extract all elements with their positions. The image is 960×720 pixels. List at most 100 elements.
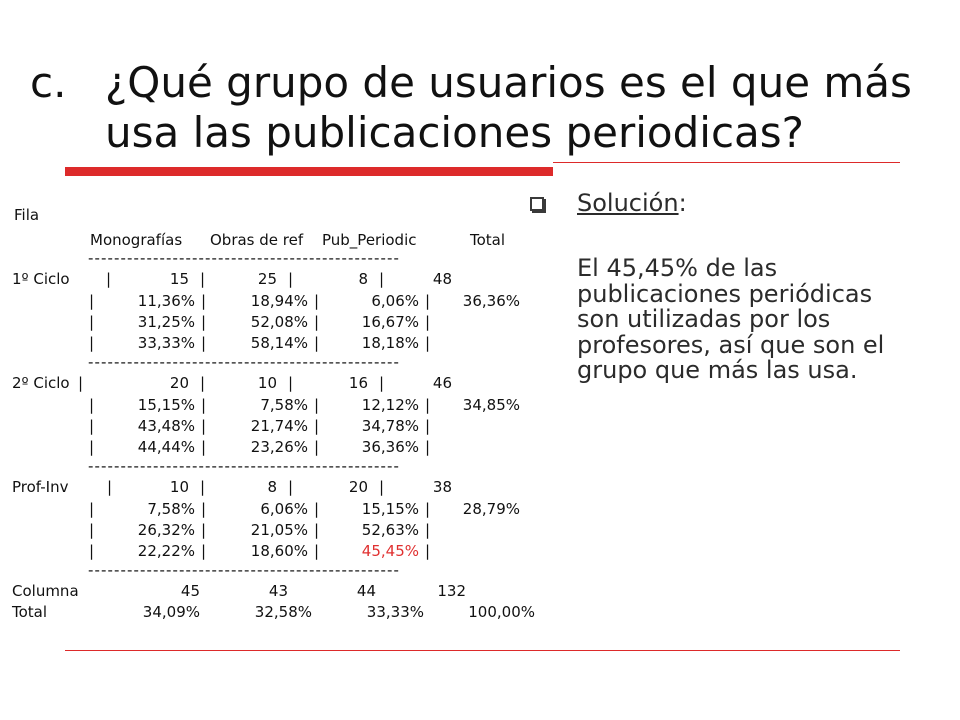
percent-cell: 6,06%	[260, 500, 308, 518]
row-label: Columna	[12, 582, 79, 600]
column-separator: |	[201, 542, 207, 560]
column-separator: |	[200, 478, 206, 496]
count-cell: 20	[348, 478, 368, 496]
column-total-cell: 132	[437, 582, 466, 600]
column-separator: |	[78, 374, 84, 392]
percent-cell: 31,25%	[137, 313, 195, 331]
percent-cell: 15,15%	[137, 396, 195, 414]
footer-rule	[65, 650, 900, 651]
column-separator: |	[379, 478, 385, 496]
percent-cell: 58,14%	[250, 334, 308, 352]
row-label: Prof-Inv	[12, 478, 69, 496]
column-separator: |	[425, 313, 431, 331]
column-separator: |	[89, 521, 95, 539]
percent-cell: 15,15%	[361, 500, 419, 518]
total-percent-cell: 34,09%	[142, 603, 200, 621]
column-separator: |	[89, 396, 95, 414]
row-label: Total	[12, 603, 48, 621]
column-separator: |	[201, 500, 207, 518]
column-separator: |	[425, 521, 431, 539]
percent-cell: 23,26%	[250, 438, 308, 456]
column-separator: |	[89, 292, 95, 310]
percent-cell: 36,36%	[462, 292, 520, 310]
percent-cell: 28,79%	[462, 500, 520, 518]
column-separator: |	[425, 292, 431, 310]
title-underline-thick	[65, 167, 553, 176]
column-header: Obras de ref	[210, 231, 304, 249]
column-separator: |	[200, 270, 206, 288]
column-separator: |	[201, 334, 207, 352]
percent-cell: 11,36%	[137, 292, 195, 310]
column-separator: |	[425, 500, 431, 518]
column-header: Monografías	[90, 231, 183, 249]
column-separator: |	[314, 396, 320, 414]
column-separator: |	[425, 417, 431, 435]
count-cell: 38	[432, 478, 452, 496]
percent-cell: 16,67%	[361, 313, 419, 331]
column-separator: |	[314, 500, 320, 518]
column-separator: |	[314, 292, 320, 310]
column-separator: |	[314, 521, 320, 539]
hollow-square-bullet-icon	[530, 197, 544, 211]
title-underline-thin	[553, 162, 900, 163]
column-separator: |	[425, 542, 431, 560]
table-rule: ----------------------------------------…	[88, 457, 400, 475]
column-separator: |	[106, 270, 112, 288]
row-label: 2º Ciclo	[12, 374, 70, 392]
table-rule: ----------------------------------------…	[88, 249, 400, 267]
solution-heading: Solución:	[577, 189, 687, 217]
column-separator: |	[89, 313, 95, 331]
percent-cell: 36,36%	[361, 438, 419, 456]
column-separator: |	[379, 374, 385, 392]
column-separator: |	[201, 417, 207, 435]
column-total-cell: 44	[356, 582, 376, 600]
percent-cell: 21,05%	[250, 521, 308, 539]
column-total-cell: 45	[180, 582, 200, 600]
column-separator: |	[314, 417, 320, 435]
percent-cell: 12,12%	[361, 396, 419, 414]
column-header: Total	[470, 231, 506, 249]
percent-cell: 6,06%	[371, 292, 419, 310]
title-list-marker: c.	[30, 58, 67, 107]
percent-cell: 18,18%	[361, 334, 419, 352]
column-separator: |	[201, 313, 207, 331]
column-separator: |	[89, 500, 95, 518]
column-separator: |	[89, 334, 95, 352]
column-separator: |	[107, 478, 113, 496]
column-separator: |	[201, 521, 207, 539]
percent-cell: 52,08%	[250, 313, 308, 331]
slide-title: ¿Qué grupo de usuarios es el que más usa…	[105, 58, 912, 157]
count-cell: 46	[432, 374, 452, 392]
count-cell: 15	[169, 270, 189, 288]
column-separator: |	[425, 438, 431, 456]
total-percent-cell: 32,58%	[254, 603, 312, 621]
column-separator: |	[89, 438, 95, 456]
table-rule: ----------------------------------------…	[88, 561, 400, 579]
column-separator: |	[288, 270, 294, 288]
percent-cell: 22,22%	[137, 542, 195, 560]
count-cell: 48	[432, 270, 452, 288]
column-header: Pub_Periodic	[322, 231, 417, 249]
percent-cell: 21,74%	[250, 417, 308, 435]
column-separator: |	[200, 374, 206, 392]
percent-cell: 18,94%	[250, 292, 308, 310]
column-separator: |	[314, 313, 320, 331]
column-separator: |	[201, 438, 207, 456]
total-percent-cell: 33,33%	[366, 603, 424, 621]
solution-heading-label: Solución	[577, 189, 679, 217]
percent-cell: 33,33%	[137, 334, 195, 352]
count-cell: 8	[267, 478, 277, 496]
column-separator: |	[314, 438, 320, 456]
percent-cell: 34,78%	[361, 417, 419, 435]
table-rule: ----------------------------------------…	[88, 353, 400, 371]
percent-cell: 52,63%	[361, 521, 419, 539]
count-cell: 16	[348, 374, 368, 392]
percent-cell: 7,58%	[147, 500, 195, 518]
row-header-label: Fila	[14, 206, 40, 224]
percent-cell: 43,48%	[137, 417, 195, 435]
column-separator: |	[379, 270, 385, 288]
column-separator: |	[314, 542, 320, 560]
solution-text: El 45,45% de las publicaciones periódica…	[577, 254, 885, 384]
highlighted-percent-cell: 45,45%	[361, 542, 419, 560]
crosstab-table: Fila Monografías Obras de ref Pub_Periodic T…	[12, 206, 535, 621]
